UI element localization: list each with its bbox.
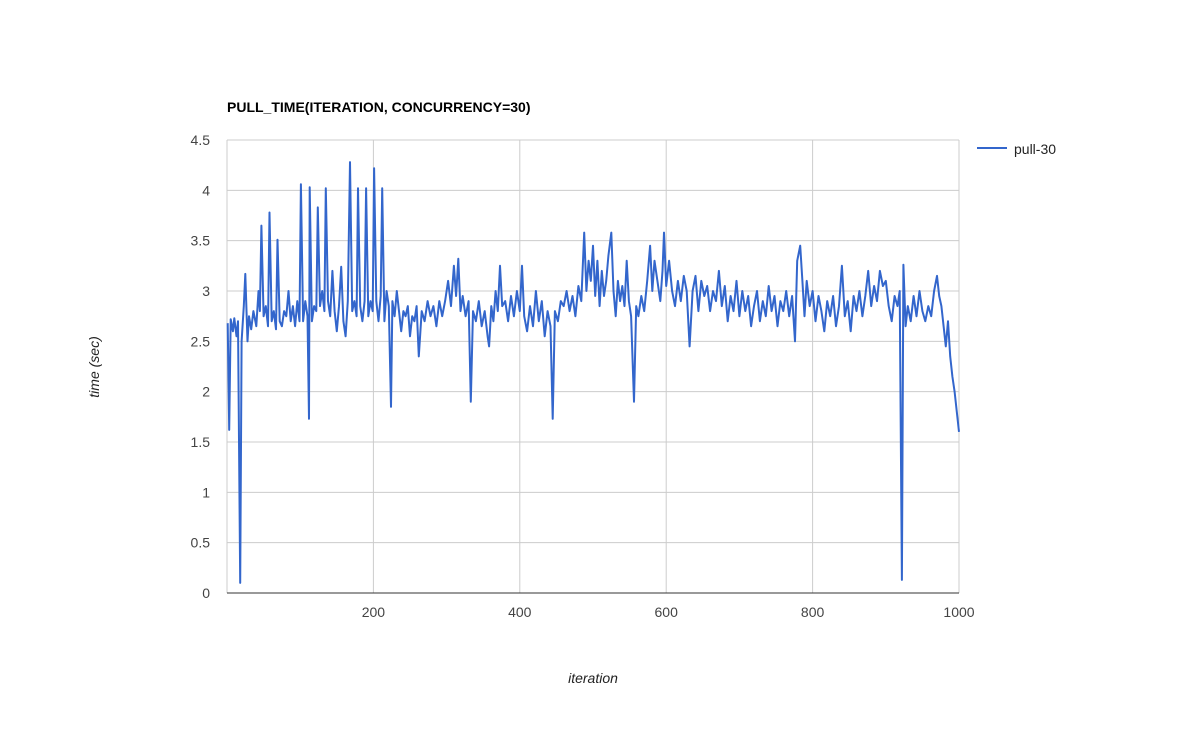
y-axis-label: time (sec) bbox=[86, 336, 102, 397]
x-axis-ticks: 200 400 600 800 1000 bbox=[362, 604, 975, 620]
y-tick-label: 2.5 bbox=[191, 333, 211, 349]
x-axis-label: iteration bbox=[568, 670, 618, 686]
y-tick-label: 0 bbox=[202, 585, 210, 601]
y-tick-label: 1 bbox=[202, 484, 210, 500]
y-tick-label: 0.5 bbox=[191, 535, 211, 551]
x-tick-label: 1000 bbox=[943, 604, 974, 620]
y-tick-label: 3 bbox=[202, 283, 210, 299]
y-tick-label: 3.5 bbox=[191, 233, 211, 249]
x-tick-label: 400 bbox=[508, 604, 532, 620]
chart-title: PULL_TIME(ITERATION, CONCURRENCY=30) bbox=[227, 99, 530, 115]
legend-label-pull-30: pull-30 bbox=[1014, 141, 1056, 157]
x-tick-label: 600 bbox=[655, 604, 679, 620]
y-tick-label: 4 bbox=[202, 182, 210, 198]
y-tick-label: 1.5 bbox=[191, 434, 211, 450]
series-line-pull-30 bbox=[226, 161, 960, 584]
x-tick-label: 800 bbox=[801, 604, 825, 620]
x-tick-label: 200 bbox=[362, 604, 386, 620]
y-tick-label: 4.5 bbox=[191, 132, 211, 148]
legend: pull-30 bbox=[977, 141, 1056, 157]
y-axis-ticks: 0 0.5 1 1.5 2 2.5 3 3.5 4 4.5 bbox=[191, 132, 211, 601]
grid bbox=[226, 139, 960, 593]
y-tick-label: 2 bbox=[202, 384, 210, 400]
